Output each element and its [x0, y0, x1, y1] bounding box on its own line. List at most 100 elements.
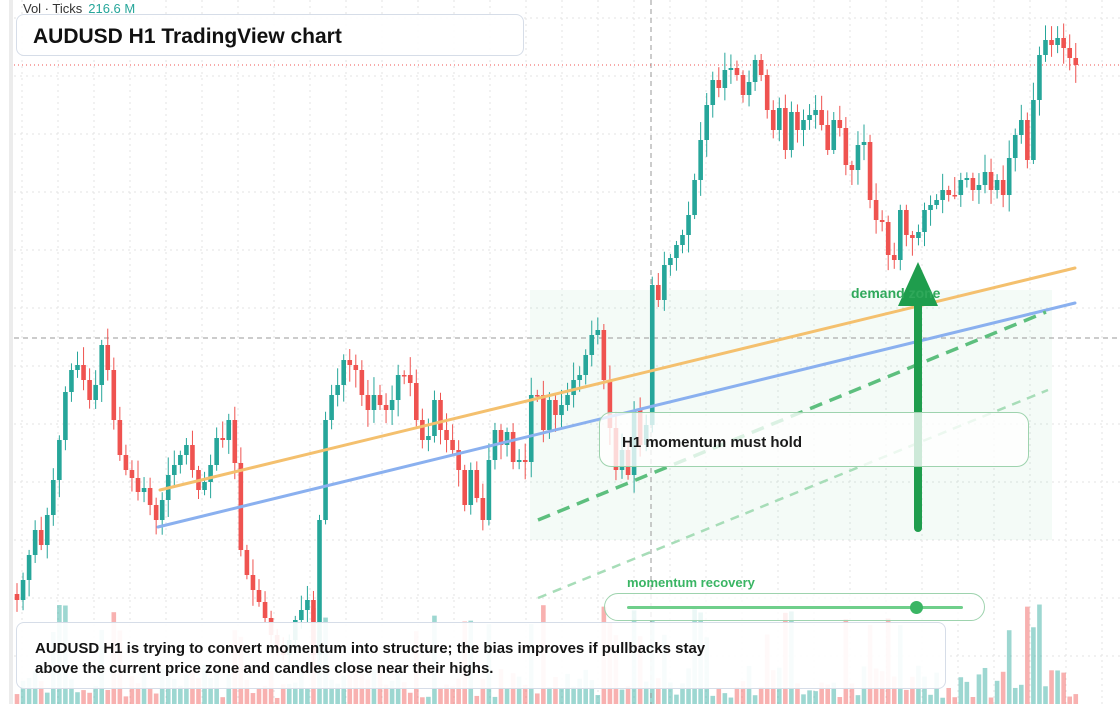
volume-bar — [347, 674, 353, 704]
candle-body — [595, 330, 601, 335]
volume-bar — [752, 695, 758, 704]
candle-body — [831, 120, 837, 150]
candle-body — [825, 125, 830, 150]
candle-body — [244, 550, 250, 575]
momentum-slider-thumb[interactable] — [909, 601, 923, 614]
demand-zone-label: demand zone — [851, 285, 941, 301]
candle-body — [873, 200, 879, 220]
candle-body — [365, 395, 371, 410]
volume-bar — [389, 680, 395, 704]
candle-body — [728, 68, 734, 70]
candle-body — [674, 245, 679, 258]
volume-bar — [359, 674, 365, 704]
candle-body — [1025, 120, 1030, 160]
left-scroll-strip[interactable] — [9, 0, 13, 704]
volume-legend-label: Vol · Ticks — [23, 1, 83, 16]
candle-body — [353, 365, 359, 370]
volume-bar — [1012, 687, 1018, 704]
candle-body — [220, 438, 225, 440]
candle-body — [928, 205, 933, 210]
volume-bar — [522, 685, 528, 704]
volume-bar — [988, 697, 994, 704]
volume-bar — [1073, 694, 1079, 704]
volume-bar — [274, 697, 280, 704]
candle-body — [680, 235, 685, 245]
volume-bar — [625, 686, 631, 704]
volume-bar — [801, 694, 806, 704]
candle-body — [63, 392, 68, 440]
momentum-slider[interactable] — [604, 593, 985, 621]
candle-body — [994, 180, 1000, 190]
candle-body — [172, 465, 177, 475]
candle-body — [214, 438, 219, 465]
candle-body — [383, 405, 389, 410]
candle-body — [571, 380, 576, 395]
candle-body — [801, 120, 806, 130]
candle-body — [414, 383, 419, 420]
candle-body — [1067, 48, 1072, 58]
candle-body — [522, 460, 528, 462]
candle-body — [565, 395, 570, 405]
volume-bar — [728, 697, 734, 704]
candle-body — [38, 530, 44, 545]
candle-body — [347, 360, 353, 365]
volume-bar — [44, 692, 50, 704]
volume-bar — [619, 689, 625, 704]
candle-body — [722, 70, 728, 88]
momentum-callout: H1 momentum must hold — [599, 412, 1029, 467]
candle-body — [129, 470, 135, 478]
volume-bar — [135, 683, 141, 704]
summary-box: AUDUSD H1 is trying to convert momentum … — [16, 622, 946, 689]
candle-body — [885, 222, 891, 255]
volume-bar — [577, 678, 582, 704]
volume-bar — [571, 686, 576, 704]
candle-body — [226, 420, 232, 440]
volume-bar — [595, 695, 601, 704]
candle-body — [970, 178, 976, 190]
candle-body — [946, 190, 951, 195]
volume-bar — [674, 694, 679, 704]
volume-bar — [365, 679, 371, 704]
candle-body — [710, 80, 716, 105]
candle-body — [589, 335, 595, 355]
candle-body — [577, 375, 582, 380]
volume-bar — [262, 685, 268, 704]
volume-bar — [153, 693, 159, 704]
candle-body — [535, 395, 540, 397]
volume-bar — [93, 686, 98, 704]
candle-body — [916, 232, 921, 238]
candle-body — [1055, 38, 1060, 45]
volume-bar — [256, 688, 262, 704]
candle-body — [704, 105, 709, 140]
volume-bar — [20, 680, 26, 704]
momentum-slider-label: momentum recovery — [627, 575, 755, 590]
volume-bar — [643, 681, 649, 704]
volume-bar — [952, 697, 958, 704]
volume-bar — [547, 687, 552, 704]
volume-bar — [401, 682, 407, 704]
volume-bar — [825, 684, 830, 704]
candle-body — [69, 370, 74, 392]
candle-body — [976, 185, 982, 190]
candles — [14, 23, 1079, 666]
candle-body — [898, 210, 903, 260]
momentum-slider-track[interactable] — [627, 606, 963, 609]
volume-bar — [970, 697, 976, 704]
candle-body — [662, 265, 667, 300]
volume-bar — [1055, 670, 1060, 704]
candle-body — [1073, 58, 1079, 65]
volume-bar — [407, 692, 413, 704]
candle-body — [262, 602, 268, 618]
trendline-green-faint[interactable] — [537, 388, 1049, 600]
candle-body — [256, 590, 262, 602]
candle-body — [426, 436, 431, 440]
volume-bar — [504, 688, 510, 704]
candle-body — [982, 172, 988, 185]
volume-legend: Vol · Ticks 216.6 M — [23, 1, 135, 16]
volume-bar — [855, 695, 861, 704]
volume-bar — [710, 695, 716, 704]
candle-body — [783, 108, 788, 150]
volume-bar — [807, 690, 812, 704]
volume-bar — [1067, 696, 1072, 704]
